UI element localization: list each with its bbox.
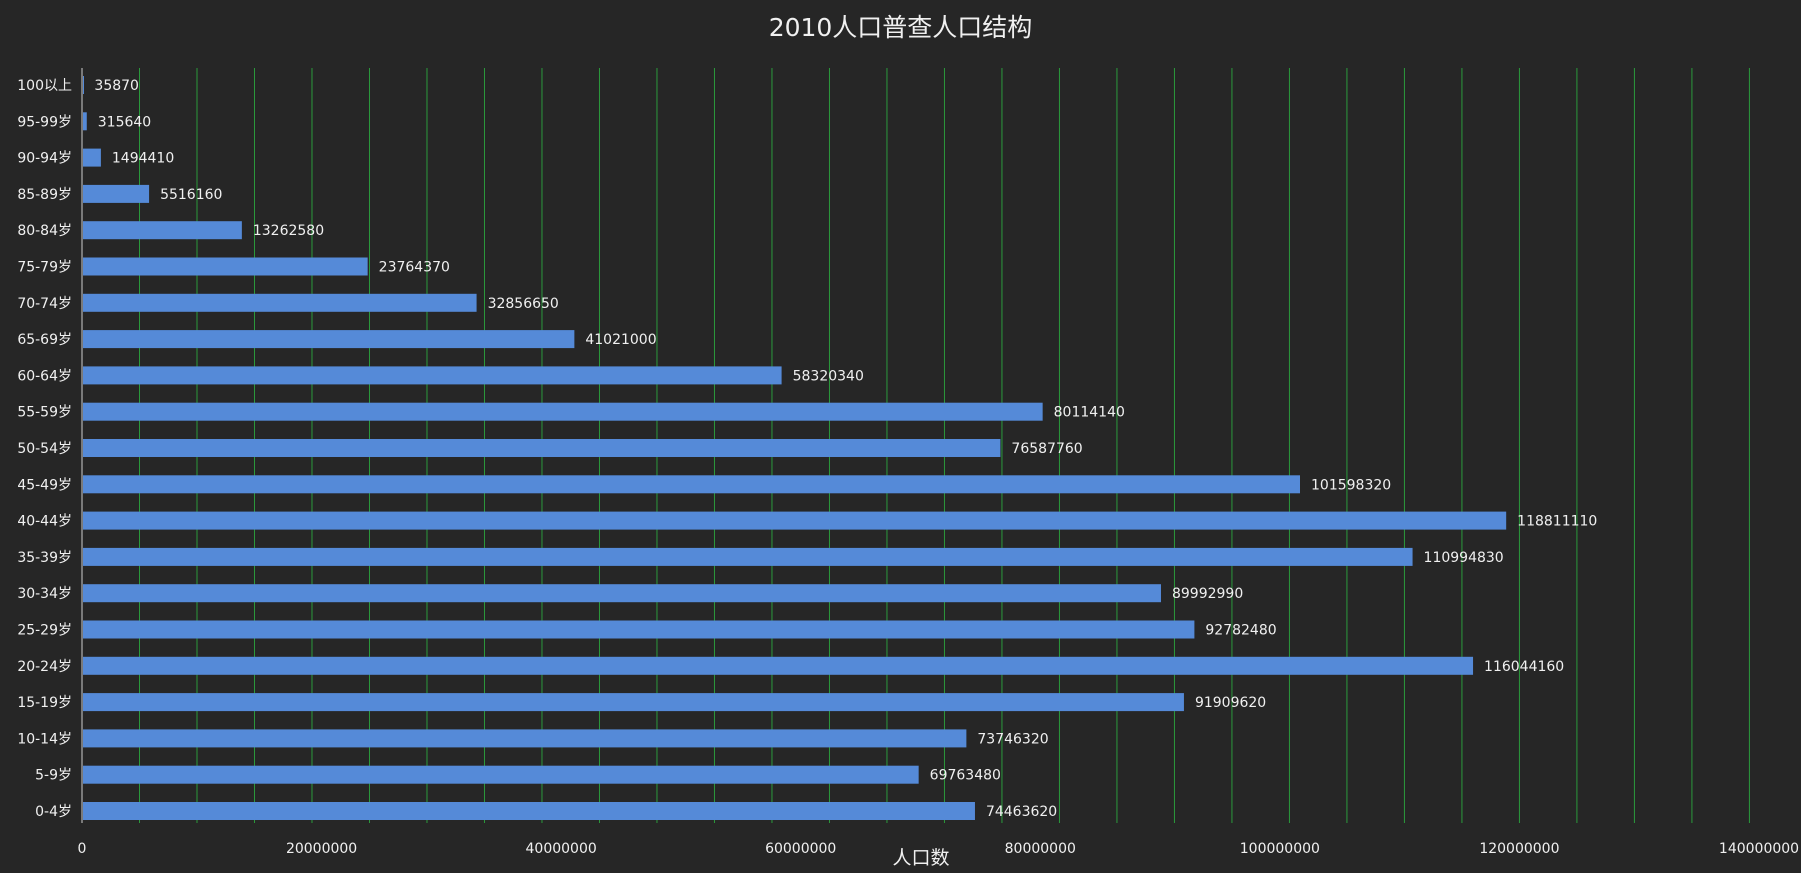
y-tick-label: 90-94岁 — [17, 151, 72, 167]
data-label: 5516160 — [160, 187, 222, 203]
y-tick-label: 70-74岁 — [17, 296, 72, 312]
y-tick-label: 65-69岁 — [17, 332, 72, 348]
y-tick-label: 10-14岁 — [17, 731, 72, 747]
bar — [83, 257, 368, 276]
bar — [83, 802, 975, 820]
y-tick-label: 45-49岁 — [17, 477, 72, 493]
data-label: 89992990 — [1172, 586, 1243, 602]
y-tick-label: 20-24岁 — [17, 659, 72, 675]
bar — [83, 184, 150, 203]
data-label: 315640 — [98, 114, 151, 130]
data-label: 92782480 — [1205, 623, 1276, 639]
data-label: 1494410 — [112, 151, 174, 167]
x-tick-label: 140000000 — [1719, 841, 1799, 857]
bar — [83, 765, 919, 784]
x-tick-label: 60000000 — [765, 841, 836, 857]
bar — [83, 693, 1184, 712]
x-tick-label: 120000000 — [1479, 841, 1559, 857]
y-tick-label: 80-84岁 — [17, 223, 72, 239]
bar — [83, 330, 575, 349]
bar — [83, 475, 1301, 494]
y-tick-label: 95-99岁 — [17, 114, 72, 130]
x-tick-label: 80000000 — [1005, 841, 1076, 857]
y-tick-label: 35-39岁 — [17, 550, 72, 566]
data-label: 35870 — [94, 78, 139, 94]
y-tick-label: 40-44岁 — [17, 514, 72, 530]
data-label: 80114140 — [1054, 405, 1125, 421]
data-label: 41021000 — [585, 332, 656, 348]
x-tick-label: 100000000 — [1240, 841, 1320, 857]
y-tick-label: 75-79岁 — [17, 260, 72, 276]
bar — [83, 656, 1474, 675]
y-tick-label: 0-4岁 — [35, 804, 72, 820]
y-tick-label: 55-59岁 — [17, 405, 72, 421]
data-label: 76587760 — [1011, 441, 1082, 457]
bar — [83, 366, 782, 385]
y-tick-label: 25-29岁 — [17, 623, 72, 639]
data-label: 13262580 — [253, 223, 324, 239]
x-tick-label: 20000000 — [286, 841, 357, 857]
labels: 0 20000000 40000000 60000000 80000000 1000000… — [17, 78, 1799, 857]
y-tick-label: 50-54岁 — [17, 441, 72, 457]
y-tick-label: 30-34岁 — [17, 586, 72, 602]
data-label: 73746320 — [977, 731, 1048, 747]
data-label: 116044160 — [1484, 659, 1564, 675]
data-label: 23764370 — [379, 260, 450, 276]
data-label: 118811110 — [1517, 514, 1597, 530]
bar — [83, 439, 1001, 457]
bar — [83, 148, 101, 167]
bar — [83, 221, 242, 240]
bar — [83, 620, 1195, 639]
bar — [83, 547, 1413, 566]
bar — [83, 511, 1507, 530]
data-label: 58320340 — [793, 368, 864, 384]
x-axis-title: 人口数 — [892, 847, 949, 869]
bar — [83, 293, 477, 312]
bar — [83, 402, 1043, 421]
data-label: 32856650 — [488, 296, 559, 312]
y-tick-label: 100以上 — [17, 78, 72, 94]
data-label: 91909620 — [1195, 695, 1266, 711]
bars — [83, 76, 1507, 820]
data-label: 110994830 — [1424, 550, 1504, 566]
y-tick-label: 15-19岁 — [17, 695, 72, 711]
y-tick-label: 85-89岁 — [17, 187, 72, 203]
bar — [83, 76, 84, 94]
y-tick-label: 60-64岁 — [17, 368, 72, 384]
data-label: 101598320 — [1311, 477, 1391, 493]
bar — [83, 112, 87, 131]
x-tick-label: 0 — [78, 841, 87, 857]
bar — [83, 584, 1161, 603]
bar — [83, 729, 967, 748]
data-label: 69763480 — [930, 768, 1001, 784]
y-tick-label: 5-9岁 — [35, 768, 72, 784]
chart-title: 2010人口普查人口结构 — [768, 13, 1033, 42]
x-tick-label: 40000000 — [526, 841, 597, 857]
data-label: 74463620 — [986, 804, 1057, 820]
